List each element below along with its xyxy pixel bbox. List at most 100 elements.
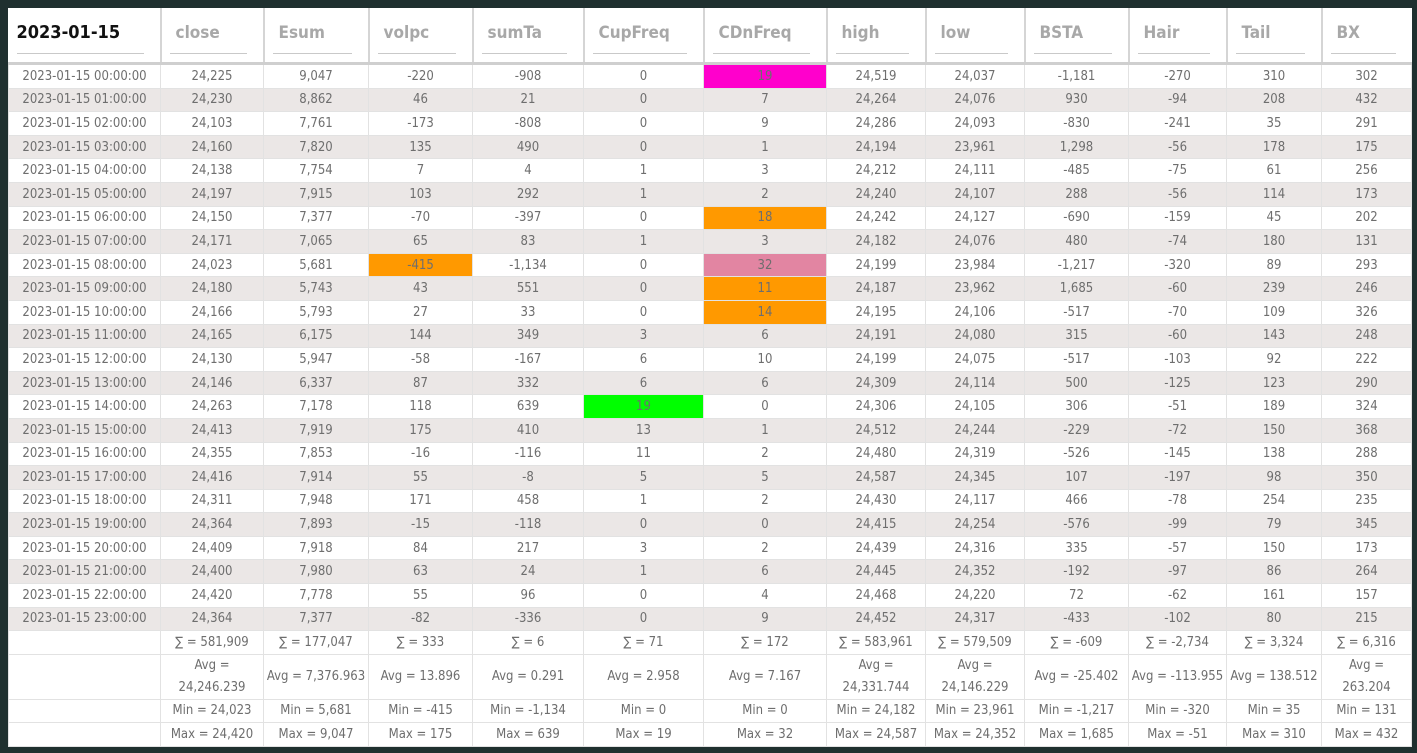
column-header-label: BX: [1330, 17, 1396, 54]
summary-row-sum: ∑ = 581,909 ∑ = 177,047 ∑ = 333 ∑ = 6 ∑ = 71…: [8, 630, 1412, 655]
table-row: 2023-01-15 20:00:00 24,409 7,918 84 217 3 2 24,…: [8, 535, 1412, 561]
value-cell-close: 24,416: [160, 465, 264, 490]
value-cell-bsta: -690: [1024, 205, 1129, 231]
value-cell-tail: 86: [1226, 559, 1322, 585]
column-header-hair[interactable]: Hair: [1127, 8, 1227, 64]
value-cell-low: 24,117: [925, 488, 1025, 514]
value-cell-bx: 235: [1321, 488, 1412, 514]
value-cell-volpc: 87: [368, 370, 473, 396]
date-header[interactable]: 2023-01-15: [8, 8, 161, 64]
summary-min-cell: Min = -1,134: [472, 698, 584, 724]
value-cell-bx: 324: [1321, 394, 1412, 419]
value-cell-bsta: -1,217: [1024, 252, 1129, 278]
summary-min-cell: Min = 131: [1321, 698, 1412, 724]
value-cell-low: 24,076: [925, 87, 1025, 113]
value-cell-cupfreq: 13: [583, 417, 704, 443]
timestamp-cell: 2023-01-15 22:00:00: [8, 583, 161, 608]
summary-avg-cell: Avg = -25.402: [1024, 653, 1129, 700]
summary-row-min: Min = 24,023 Min = 5,681 Min = -415 Min = -…: [8, 698, 1412, 724]
value-cell-hair: -75: [1128, 158, 1227, 183]
value-cell-hair: -159: [1128, 205, 1227, 231]
summary-max-cell: Max = 9,047: [263, 722, 369, 748]
value-cell-hair: -60: [1128, 323, 1227, 349]
column-header-cdnfreq[interactable]: CDnFreq: [702, 8, 827, 64]
value-cell-esum: 7,065: [263, 229, 369, 254]
value-cell-bsta: 1,685: [1024, 276, 1129, 301]
summary-sum-cell: ∑ = 333: [368, 630, 473, 655]
value-cell-tail: 161: [1226, 583, 1322, 608]
column-header-esum[interactable]: Esum: [262, 8, 369, 64]
value-cell-bsta: -433: [1024, 606, 1129, 632]
summary-max-cell: Max = 24,352: [925, 722, 1025, 748]
value-cell-hair: -197: [1128, 465, 1227, 490]
column-header-close[interactable]: close: [159, 8, 264, 64]
summary-min-cell: Min = 24,182: [826, 698, 926, 724]
value-cell-hair: -241: [1128, 111, 1227, 136]
value-cell-hair: -145: [1128, 441, 1227, 467]
value-cell-cupfreq: 0: [583, 512, 704, 537]
value-cell-sumta: 490: [472, 134, 584, 160]
column-header-volpc[interactable]: volpc: [367, 8, 473, 64]
value-cell-bsta: -485: [1024, 158, 1129, 183]
value-cell-volpc: 103: [368, 181, 473, 207]
value-cell-sumta: 349: [472, 323, 584, 349]
value-cell-high: 24,194: [826, 134, 926, 160]
column-header-bx[interactable]: BX: [1320, 8, 1412, 64]
summary-max-cell: Max = 24,587: [826, 722, 926, 748]
value-cell-close: 24,138: [160, 158, 264, 183]
value-cell-cupfreq: 0: [583, 111, 704, 136]
value-cell-tail: 310: [1226, 63, 1322, 89]
value-cell-bsta: 930: [1024, 87, 1129, 113]
column-header-bsta[interactable]: BSTA: [1023, 8, 1129, 64]
value-cell-volpc: -82: [368, 606, 473, 632]
summary-min-cell: Min = -320: [1128, 698, 1227, 724]
value-cell-esum: 7,893: [263, 512, 369, 537]
value-cell-bx: 264: [1321, 559, 1412, 585]
table-row: 2023-01-15 04:00:00 24,138 7,754 7 4 1 3 24,212…: [8, 158, 1412, 183]
table-row: 2023-01-15 08:00:00 24,023 5,681 -415 -1,134…: [8, 252, 1412, 278]
value-cell-low: 24,317: [925, 606, 1025, 632]
value-cell-esum: 7,853: [263, 441, 369, 467]
summary-empty-cell: [8, 630, 161, 655]
summary-min-cell: Min = 5,681: [263, 698, 369, 724]
value-cell-close: 24,225: [160, 63, 264, 89]
value-cell-close: 24,165: [160, 323, 264, 349]
value-cell-tail: 189: [1226, 394, 1322, 419]
value-cell-low: 24,037: [925, 63, 1025, 89]
value-cell-low: 24,220: [925, 583, 1025, 608]
value-cell-sumta: -336: [472, 606, 584, 632]
column-header-low[interactable]: low: [924, 8, 1025, 64]
column-header-high[interactable]: high: [825, 8, 926, 64]
value-cell-close: 24,420: [160, 583, 264, 608]
summary-sum-cell: ∑ = 172: [703, 630, 827, 655]
value-cell-cupfreq: 0: [583, 606, 704, 632]
date-header-label: 2023-01-15: [16, 16, 144, 54]
value-cell-esum: 7,918: [263, 535, 369, 561]
value-cell-close: 24,160: [160, 134, 264, 160]
value-cell-volpc: -415: [368, 252, 473, 278]
timestamp-cell: 2023-01-15 18:00:00: [8, 488, 161, 514]
value-cell-cdnfreq: 6: [703, 323, 827, 349]
value-cell-bx: 157: [1321, 583, 1412, 608]
column-header-sumta[interactable]: sumTa: [471, 8, 584, 64]
table-row: 2023-01-15 10:00:00 24,166 5,793 27 33 0 14 24,…: [8, 299, 1412, 325]
column-header-cupfreq[interactable]: CupFreq: [582, 8, 704, 64]
value-cell-volpc: -58: [368, 347, 473, 372]
value-cell-tail: 89: [1226, 252, 1322, 278]
summary-avg-cell: Avg = 138.512: [1226, 653, 1322, 700]
value-cell-sumta: 83: [472, 229, 584, 254]
summary-sum-cell: ∑ = 583,961: [826, 630, 926, 655]
summary-avg-cell: Avg = 24,331.744: [826, 653, 926, 700]
summary-avg-cell: Avg = 13.896: [368, 653, 473, 700]
value-cell-volpc: 118: [368, 394, 473, 419]
value-cell-volpc: 7: [368, 158, 473, 183]
value-cell-close: 24,364: [160, 512, 264, 537]
value-cell-tail: 61: [1226, 158, 1322, 183]
column-header-tail[interactable]: Tail: [1225, 8, 1322, 64]
value-cell-sumta: -8: [472, 465, 584, 490]
summary-min-cell: Min = 35: [1226, 698, 1322, 724]
value-cell-bx: 256: [1321, 158, 1412, 183]
value-cell-sumta: 292: [472, 181, 584, 207]
value-cell-hair: -78: [1128, 488, 1227, 514]
value-cell-volpc: -173: [368, 111, 473, 136]
